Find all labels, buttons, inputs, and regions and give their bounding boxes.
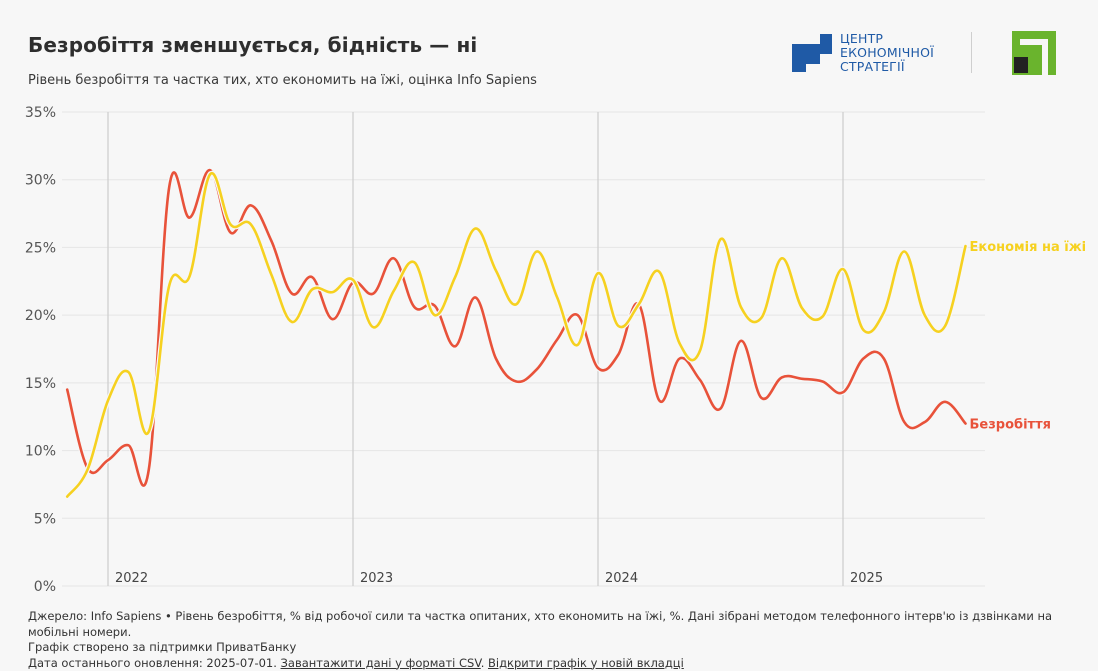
unemployment-series-label: Безробіття [970,417,1051,432]
y-tick-label: 25% [25,240,56,256]
open-chart-link[interactable]: Відкрити графік у новій вкладці [488,656,684,670]
link-separator: . [481,656,488,670]
y-tick-label: 10% [25,444,56,460]
y-tick-label: 30% [25,173,56,189]
update-line: Дата останнього оновлення: 2025-07-01. З… [28,656,1098,671]
y-tick-label: 35% [25,105,56,121]
line-chart: 0% 5% 10% 15% 20% 25% 30% 35% 2022 2023 2024 2025 Бе… [0,0,1098,600]
source-note: Джерело: Info Sapiens • Рівень безробітт… [28,609,1098,640]
y-tick-label: 5% [34,511,56,527]
download-csv-link[interactable]: Завантажити дані у форматі CSV [281,656,481,670]
update-date: Дата останнього оновлення: 2025-07-01. [28,656,281,670]
food-savings-series-label: Економія на їжі [970,240,1087,255]
y-tick-label: 20% [25,308,56,324]
sponsor-note: Графік створено за підтримки ПриватБанку [28,640,1098,656]
y-tick-label: 15% [25,376,56,392]
x-tick-label: 2025 [850,571,883,586]
footer: Джерело: Info Sapiens • Рівень безробітт… [28,609,1098,671]
x-tick-label: 2023 [360,571,393,586]
food-savings-line-halo [67,173,965,496]
x-tick-label: 2022 [115,571,148,586]
x-tick-label: 2024 [605,571,638,586]
y-tick-label: 0% [34,579,56,595]
